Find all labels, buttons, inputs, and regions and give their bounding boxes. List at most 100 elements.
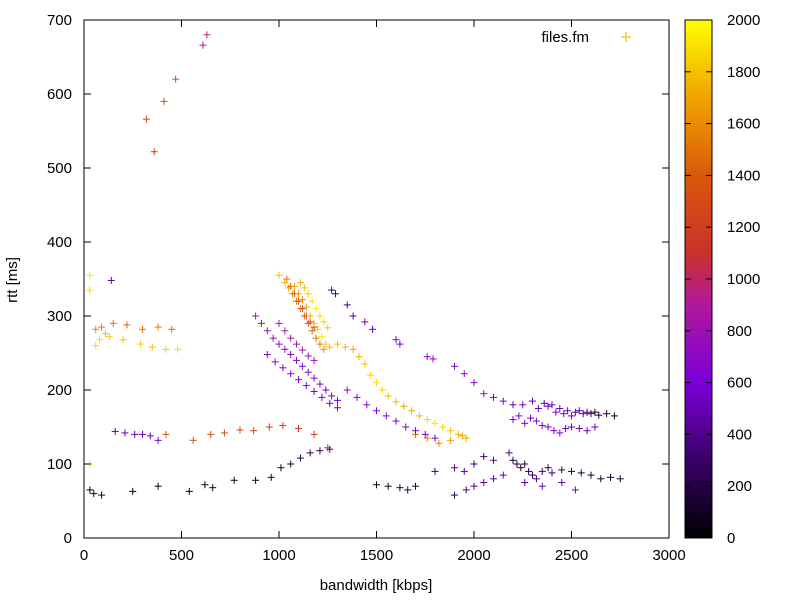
data-point: [509, 401, 517, 409]
data-point: [287, 460, 295, 468]
data-point: [287, 350, 295, 358]
data-point: [332, 290, 340, 298]
data-point: [355, 353, 363, 361]
data-point: [373, 481, 380, 489]
data-point: [328, 392, 336, 400]
data-point: [298, 296, 306, 304]
colorbar-tick-label: 1200: [727, 219, 760, 236]
data-point: [447, 427, 455, 435]
data-point: [310, 374, 318, 382]
data-point: [538, 422, 546, 430]
data-point: [470, 379, 478, 387]
data-point: [172, 75, 180, 83]
data-point: [86, 486, 94, 494]
data-point: [320, 345, 328, 353]
data-point: [98, 323, 106, 331]
data-point: [101, 330, 109, 338]
colorbar-tick-label: 600: [727, 375, 752, 392]
data-point: [201, 481, 209, 489]
legend: files.fm: [541, 29, 631, 46]
colorbar-tick-label: 0: [727, 530, 735, 547]
data-point: [556, 429, 564, 437]
data-point: [275, 340, 283, 348]
data-point: [382, 412, 390, 420]
data-point: [548, 469, 556, 477]
data-point: [310, 319, 318, 327]
y-tick-label: 0: [64, 530, 72, 547]
data-point: [275, 271, 283, 279]
data-point: [509, 416, 517, 424]
data-point: [150, 148, 158, 156]
data-point: [318, 333, 326, 341]
data-point: [505, 449, 513, 457]
data-point: [203, 31, 211, 39]
data-point: [121, 429, 129, 437]
data-point: [429, 355, 437, 363]
data-point: [435, 439, 443, 447]
data-point: [470, 482, 478, 490]
data-point: [334, 340, 341, 348]
y-tick-label: 600: [47, 86, 72, 103]
data-point: [451, 362, 458, 370]
data-point: [499, 397, 507, 405]
y-tick-label: 700: [47, 12, 72, 29]
data-point: [373, 379, 380, 387]
data-point: [168, 325, 176, 333]
colorbar-tick-label: 800: [727, 323, 752, 340]
data-point: [189, 436, 197, 444]
data-point: [548, 401, 556, 409]
data-point: [361, 360, 369, 368]
data-point: [431, 467, 439, 475]
data-point: [540, 399, 548, 407]
data-point: [460, 467, 468, 475]
data-point: [529, 397, 536, 405]
data-point: [532, 417, 540, 425]
data-point: [568, 467, 575, 475]
data-point: [451, 491, 458, 499]
data-point: [295, 290, 302, 298]
data-point: [252, 476, 260, 484]
data-point: [384, 392, 392, 400]
y-axis: 0 100 200 300 400 500 600 700: [47, 12, 669, 547]
data-point: [98, 491, 106, 499]
data-point: [527, 414, 535, 422]
data-point: [296, 279, 304, 287]
data-point: [111, 427, 119, 435]
data-point: [123, 321, 131, 329]
data-point: [421, 430, 429, 438]
data-point: [560, 410, 568, 418]
data-point: [298, 305, 306, 313]
data-point: [302, 382, 310, 390]
data-point: [316, 340, 324, 348]
data-point: [470, 460, 478, 468]
data-point: [353, 393, 361, 401]
data-point: [490, 456, 497, 464]
data-point: [199, 41, 207, 49]
data-point: [583, 408, 591, 416]
data-point: [137, 340, 145, 348]
y-tick-label: 300: [47, 308, 72, 325]
data-point: [207, 430, 215, 438]
data-point: [400, 402, 408, 410]
data-point: [562, 424, 570, 432]
data-point: [109, 319, 117, 327]
data-point: [378, 386, 386, 394]
data-point: [538, 467, 546, 475]
data-point: [306, 318, 314, 326]
data-point: [304, 368, 312, 376]
data-point: [423, 416, 431, 424]
data-point: [316, 380, 324, 388]
data-point: [139, 325, 146, 333]
data-point: [236, 426, 244, 434]
data-point: [509, 456, 517, 464]
data-point: [367, 371, 375, 379]
data-point: [451, 464, 458, 472]
data-point: [277, 464, 285, 472]
data-point: [402, 423, 410, 431]
data-point: [320, 318, 328, 326]
data-point: [220, 429, 228, 437]
data-point: [148, 343, 156, 351]
data-point: [146, 432, 154, 440]
data-point: [312, 334, 320, 342]
data-point: [607, 473, 614, 481]
